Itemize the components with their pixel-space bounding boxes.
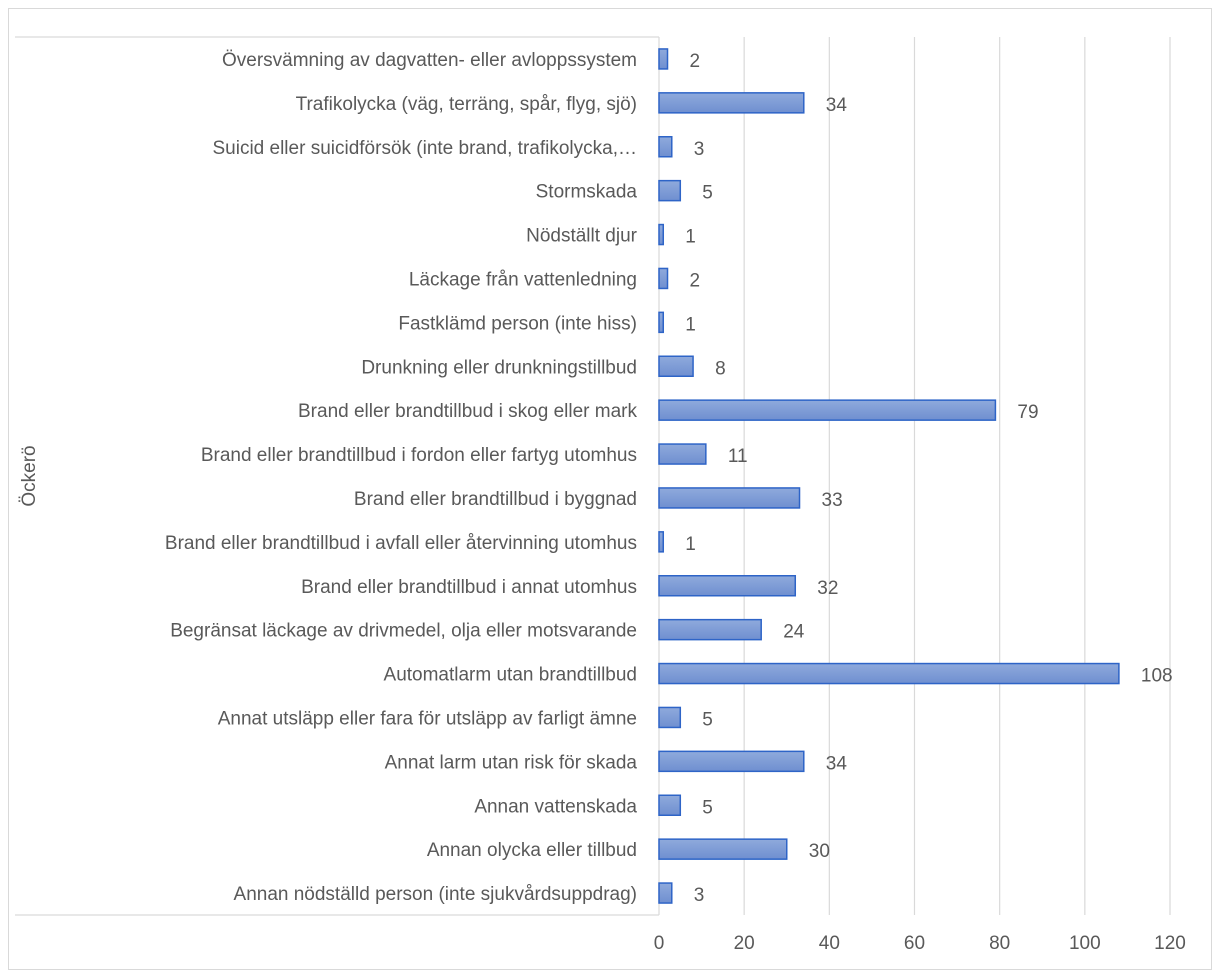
data-label: 8 [715, 358, 726, 379]
category-label: Läckage från vattenledning [409, 269, 637, 290]
category-label: Nödställt djur [526, 226, 638, 247]
bar [658, 92, 805, 114]
category-label: Suicid eller suicidförsök (inte brand, t… [212, 138, 637, 159]
bar [658, 223, 665, 246]
bar [658, 838, 788, 860]
bars [658, 48, 1120, 904]
category-label: Brand eller brandtillbud i avfall eller … [165, 533, 637, 554]
gridlines [743, 37, 1171, 915]
x-tick-labels: 0 20 40 60 80 100 120 [654, 933, 1186, 954]
bar [658, 750, 805, 773]
data-label: 1 [685, 227, 696, 248]
data-label: 33 [822, 490, 843, 511]
bar [658, 443, 707, 465]
data-label: 3 [694, 139, 705, 160]
bar [658, 179, 682, 202]
category-label: Annan vattenskada [474, 796, 637, 817]
category-labels: Översvämning av dagvatten- eller avlopps… [165, 50, 638, 905]
bar-chart: Översvämning av dagvatten- eller avlopps… [15, 36, 1186, 954]
data-label: 1 [685, 534, 696, 555]
category-label: Fastklämd person (inte hiss) [398, 313, 637, 334]
data-label: 34 [826, 95, 848, 116]
bar [658, 48, 669, 70]
bar [658, 136, 673, 158]
bar [658, 399, 997, 421]
category-label: Drunkning eller drunkningstillbud [361, 357, 637, 378]
x-tick-label: 20 [734, 933, 755, 954]
category-label: Automatlarm utan brandtillbud [384, 665, 637, 686]
data-label: 30 [809, 841, 830, 862]
category-label: Brand eller brandtillbud i annat utomhus [301, 577, 637, 598]
category-label: Stormskada [536, 182, 638, 203]
category-label: Annan olycka eller tillbud [427, 840, 637, 861]
bar [658, 311, 665, 334]
bar [658, 662, 1120, 685]
data-label: 108 [1141, 666, 1173, 687]
bar [658, 794, 682, 816]
bar [658, 618, 762, 641]
data-label: 3 [694, 885, 705, 906]
category-label: Begränsat läckage av drivmedel, olja ell… [170, 621, 637, 642]
data-label: 11 [728, 446, 748, 467]
category-label: Brand eller brandtillbud i fordon eller … [201, 445, 637, 466]
x-tick-label: 80 [989, 933, 1010, 954]
x-tick-label: 100 [1069, 933, 1101, 954]
category-axis [15, 36, 660, 916]
x-tick-label: 120 [1154, 933, 1186, 954]
bar [658, 575, 797, 597]
data-label: 2 [690, 51, 701, 72]
bar [658, 882, 673, 904]
bar [658, 531, 665, 553]
x-tick-label: 0 [654, 933, 665, 954]
data-label: 32 [817, 578, 838, 599]
bar [658, 706, 682, 729]
category-label: Annat utsläpp eller fara för utsläpp av … [218, 708, 637, 729]
bar [658, 355, 694, 377]
bar [658, 267, 669, 290]
category-label: Annan nödställd person (inte sjukvårdsup… [234, 884, 637, 905]
bar [658, 487, 801, 509]
data-label: 5 [702, 709, 713, 730]
data-label: 24 [783, 622, 805, 643]
category-label: Översvämning av dagvatten- eller avlopps… [222, 50, 637, 71]
data-label: 34 [826, 753, 848, 774]
data-label: 1 [685, 314, 696, 335]
category-label: Brand eller brandtillbud i byggnad [354, 489, 637, 510]
category-label: Brand eller brandtillbud i skog eller ma… [298, 401, 637, 422]
chart-area: Översvämning av dagvatten- eller avlopps… [8, 8, 1212, 970]
x-tick-label: 60 [904, 933, 925, 954]
category-label: Annat larm utan risk för skada [385, 752, 638, 773]
data-label: 5 [702, 797, 713, 818]
category-label: Trafikolycka (väg, terräng, spår, flyg, … [296, 94, 637, 115]
data-labels: 2 34 3 5 1 2 1 8 79 11 33 1 32 24 108 5 34 5 30 3 [685, 51, 1172, 906]
data-label: 79 [1017, 402, 1038, 423]
x-tick-label: 40 [819, 933, 840, 954]
data-label: 2 [690, 270, 701, 291]
data-label: 5 [702, 183, 713, 204]
group-label: Öckerö [19, 445, 40, 506]
